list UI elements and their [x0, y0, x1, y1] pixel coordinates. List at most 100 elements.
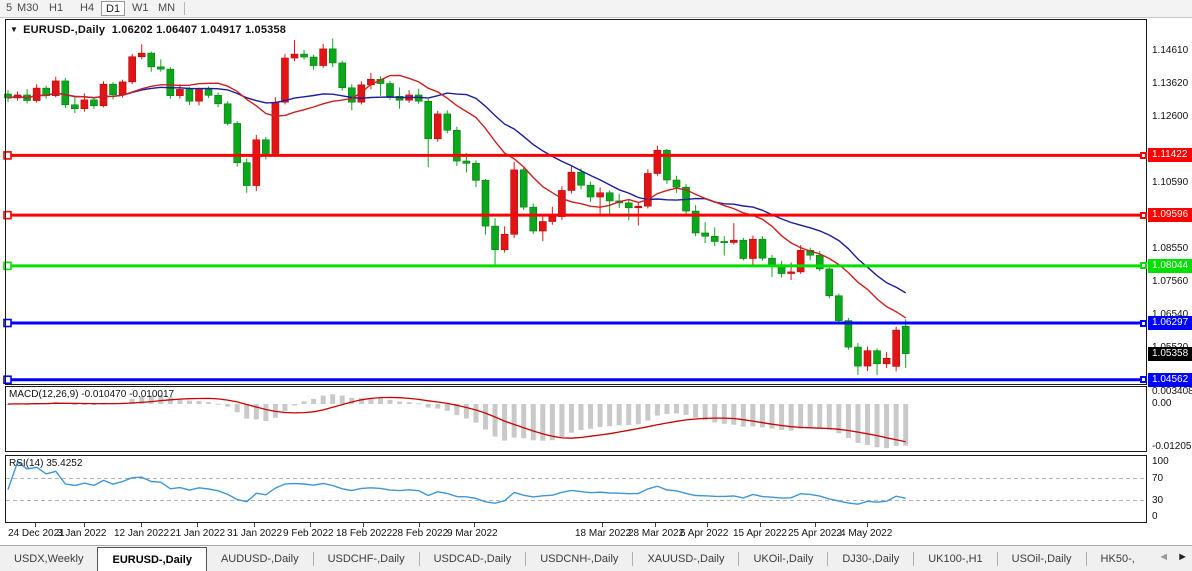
date-tick-mark [419, 523, 420, 527]
tab-hk50[interactable]: HK50-, [1100, 552, 1135, 565]
candle-body [80, 99, 89, 110]
macd-histogram-bar [836, 404, 842, 434]
candle-body [815, 254, 824, 270]
macd-histogram-bar [817, 404, 823, 428]
macd-histogram-bar [158, 395, 164, 404]
macd-histogram-bar [454, 404, 460, 416]
macd-histogram-bar [807, 404, 813, 428]
macd-histogram-bar [788, 404, 794, 431]
candle-body [424, 100, 433, 140]
macd-histogram-bar [225, 404, 231, 407]
tab-scroll-arrows: ◄ ► [1158, 551, 1188, 563]
moving-average-line-13 [7, 74, 907, 319]
tab-xauusd-daily[interactable]: XAUUSD-,Daily [647, 552, 725, 565]
candle-body [166, 68, 175, 96]
tab-audusd-daily[interactable]: AUDUSD-,Daily [220, 552, 299, 565]
macd-histogram-bar [177, 398, 183, 404]
date-tick-mark [655, 523, 656, 527]
candle-body [32, 87, 41, 101]
candle-body [491, 225, 499, 250]
timeframe-button-m30[interactable]: M30 [17, 2, 39, 14]
date-tick-label: 15 Apr 2022 [733, 528, 787, 539]
rsi-tick-label: 0 [1152, 511, 1158, 522]
macd-histogram-bar [186, 400, 192, 404]
candle-body [892, 329, 900, 367]
timeframe-button-h1[interactable]: H1 [49, 2, 64, 14]
date-tick-mark [254, 523, 255, 527]
candle-body [386, 83, 394, 97]
tab-usoil-daily[interactable]: USOil-,Daily [1011, 552, 1072, 565]
rsi-line [7, 460, 906, 505]
macd-histogram-bar [578, 404, 584, 431]
candle-body [233, 123, 241, 163]
scroll-left-icon[interactable]: ◄ [1158, 551, 1170, 563]
macd-histogram-bar [530, 404, 536, 441]
macd-histogram-bar [244, 404, 250, 419]
price-chart-panel[interactable] [0, 19, 1147, 386]
macd-histogram-bar [416, 403, 422, 405]
tab-usdcad-daily[interactable]: USDCAD-,Daily [433, 552, 512, 565]
candle-body [472, 163, 480, 181]
macd-histogram-bar [282, 404, 288, 412]
macd-histogram-bar [81, 404, 87, 405]
price-tick-label: 1.13620 [1152, 77, 1189, 89]
tab-eurusd-daily[interactable]: EURUSD-,Daily [97, 547, 207, 571]
candle-body [796, 250, 805, 273]
date-tick-mark [197, 523, 198, 527]
macd-histogram-bar [721, 404, 727, 424]
candle-body [596, 192, 604, 198]
level-price-label: 1.09596 [1148, 208, 1192, 223]
candle-body [854, 346, 862, 367]
price-tick-label: 1.12600 [1152, 110, 1189, 122]
macd-histogram-bar [616, 404, 622, 426]
chevron-down-icon[interactable]: ▼ [10, 25, 19, 34]
date-tick-label: 12 Jan 2022 [114, 528, 170, 539]
macd-histogram-bar [769, 404, 775, 429]
timeframe-button-5[interactable]: 5 [6, 2, 13, 14]
candle-body [147, 52, 156, 68]
rsi-tick-label: 70 [1152, 472, 1164, 484]
macd-histogram-bar [234, 404, 240, 413]
macd-histogram-bar [635, 404, 641, 425]
candle-body [567, 171, 576, 191]
rsi-panel[interactable] [0, 455, 1147, 524]
candle-body [529, 206, 538, 232]
candle-body [61, 80, 70, 106]
level-axis-marker [1140, 262, 1147, 270]
scroll-right-icon[interactable]: ► [1177, 551, 1188, 563]
tab-usdchf-daily[interactable]: USDCHF-,Daily [327, 552, 405, 565]
tab-ukoil-daily[interactable]: UKOil-,Daily [753, 552, 814, 565]
candle-body [290, 53, 299, 59]
price-tick-label: 1.10590 [1152, 176, 1189, 188]
macd-histogram-bar [502, 404, 508, 441]
candle-body [137, 52, 146, 58]
candle-body [185, 89, 194, 102]
tab-dj30-daily[interactable]: DJ30-,Daily [842, 552, 900, 565]
macd-histogram-bar [330, 394, 336, 404]
macd-tick-label: 0.00 [1152, 398, 1172, 409]
level-price-label: 1.06297 [1148, 316, 1192, 330]
timeframe-button-w1[interactable]: W1 [132, 2, 149, 14]
timeframe-button-h4[interactable]: H4 [80, 2, 95, 14]
macd-panel[interactable] [0, 386, 1147, 453]
candle-body [195, 89, 203, 102]
macd-histogram-bar [740, 404, 746, 427]
macd-histogram-bar [72, 404, 78, 405]
candle-body [653, 149, 662, 174]
macd-label: MACD(12,26,9) -0.010470 -0.010017 [9, 389, 175, 400]
candle-body [538, 221, 547, 232]
macd-histogram-bar [511, 404, 517, 438]
macd-histogram-bar [865, 404, 870, 446]
tab-uk100-h1[interactable]: UK100-,H1 [928, 552, 983, 565]
rsi-value: 35.4252 [46, 458, 83, 469]
tab-separator [827, 551, 829, 566]
macd-values: -0.010470 -0.010017 [81, 389, 175, 400]
candle-body [548, 216, 557, 222]
tab-separator [418, 551, 420, 566]
timeframe-button-d1[interactable]: D1 [101, 1, 126, 16]
tab-usdx-weekly[interactable]: USDX,Weekly [14, 552, 84, 565]
macd-histogram-bar [779, 404, 785, 430]
tab-usdcnh-daily[interactable]: USDCNH-,Daily [540, 552, 619, 565]
macd-histogram-bar [339, 395, 345, 404]
timeframe-button-mn[interactable]: MN [158, 2, 176, 14]
